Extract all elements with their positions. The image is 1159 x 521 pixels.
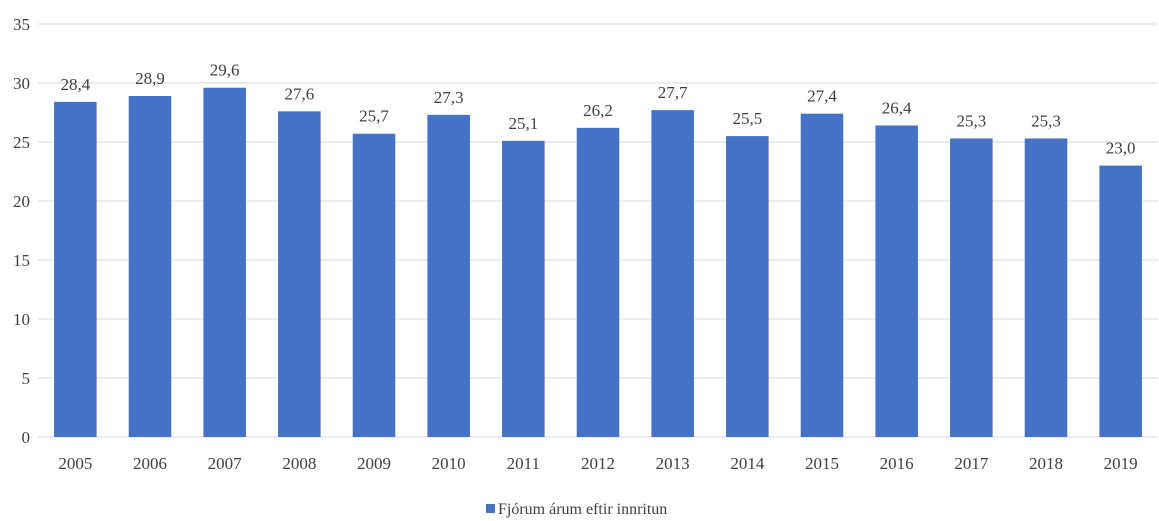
- bar-2019: [1099, 165, 1142, 437]
- x-axis-ticks: 2005 2006 2007 2008 2009 2010 2011 2012 2013 2014…: [58, 454, 1137, 473]
- data-label-2007: 29,6: [210, 61, 240, 80]
- bar-2017: [950, 138, 993, 437]
- data-label-2015: 27,4: [807, 87, 837, 106]
- data-label-2005: 28,4: [60, 75, 90, 94]
- data-label-2014: 25,5: [732, 109, 762, 128]
- data-label-2017: 25,3: [956, 111, 986, 130]
- bar-2011: [502, 140, 545, 437]
- y-tick-label: 15: [13, 251, 30, 270]
- bar-2016: [875, 125, 918, 437]
- data-label-2018: 25,3: [1031, 111, 1061, 130]
- x-tick-label-2017: 2017: [954, 454, 989, 473]
- bar-2012: [576, 127, 620, 437]
- x-tick-label-2011: 2011: [507, 454, 540, 473]
- data-label-2013: 27,7: [658, 83, 688, 102]
- x-tick-label-2006: 2006: [133, 454, 167, 473]
- bar-2013: [651, 110, 694, 437]
- x-tick-label-2016: 2016: [880, 454, 914, 473]
- y-tick-label: 30: [13, 74, 30, 93]
- data-label-2006: 28,9: [135, 69, 165, 88]
- x-tick-label-2012: 2012: [581, 454, 615, 473]
- x-tick-label-2005: 2005: [58, 454, 92, 473]
- bar-2008: [278, 111, 321, 437]
- x-tick-label-2013: 2013: [656, 454, 690, 473]
- y-tick-label: 35: [13, 15, 30, 34]
- bar-2015: [800, 113, 844, 438]
- x-tick-label-2007: 2007: [208, 454, 243, 473]
- x-tick-label-2018: 2018: [1029, 454, 1063, 473]
- y-axis-ticks: 0 5 10 15 20 25 30 35: [13, 15, 30, 447]
- y-tick-label: 20: [13, 192, 30, 211]
- data-labels: 28,4 28,9 29,6 27,6 25,7 27,3 25,1 26,2 27,7 25,5…: [60, 61, 1135, 158]
- data-label-2019: 23,0: [1106, 139, 1136, 158]
- data-label-2010: 27,3: [434, 88, 464, 107]
- bar-2006: [128, 95, 172, 437]
- bar-2014: [726, 136, 769, 437]
- bar-2010: [427, 114, 470, 438]
- y-tick-label: 10: [13, 310, 30, 329]
- y-tick-label: 5: [22, 369, 31, 388]
- legend-label: Fjórum árum eftir innritun: [498, 501, 667, 518]
- bars: [54, 87, 1142, 438]
- x-tick-label-2009: 2009: [357, 454, 391, 473]
- bar-2018: [1024, 138, 1068, 437]
- x-tick-label-2010: 2010: [432, 454, 466, 473]
- bar-2007: [203, 87, 246, 437]
- legend: Fjórum árum eftir innritun: [486, 501, 667, 518]
- data-label-2011: 25,1: [508, 114, 538, 133]
- data-label-2016: 26,4: [882, 98, 912, 117]
- legend-swatch: [486, 504, 495, 513]
- x-tick-label-2014: 2014: [730, 454, 765, 473]
- x-tick-label-2008: 2008: [282, 454, 316, 473]
- bar-2005: [54, 101, 97, 437]
- data-label-2012: 26,2: [583, 101, 613, 120]
- x-tick-label-2019: 2019: [1104, 454, 1138, 473]
- data-label-2008: 27,6: [284, 84, 314, 103]
- bar-2009: [352, 133, 396, 438]
- y-tick-label: 0: [22, 428, 31, 447]
- data-label-2009: 25,7: [359, 107, 389, 126]
- x-tick-label-2015: 2015: [805, 454, 839, 473]
- y-tick-label: 25: [13, 133, 30, 152]
